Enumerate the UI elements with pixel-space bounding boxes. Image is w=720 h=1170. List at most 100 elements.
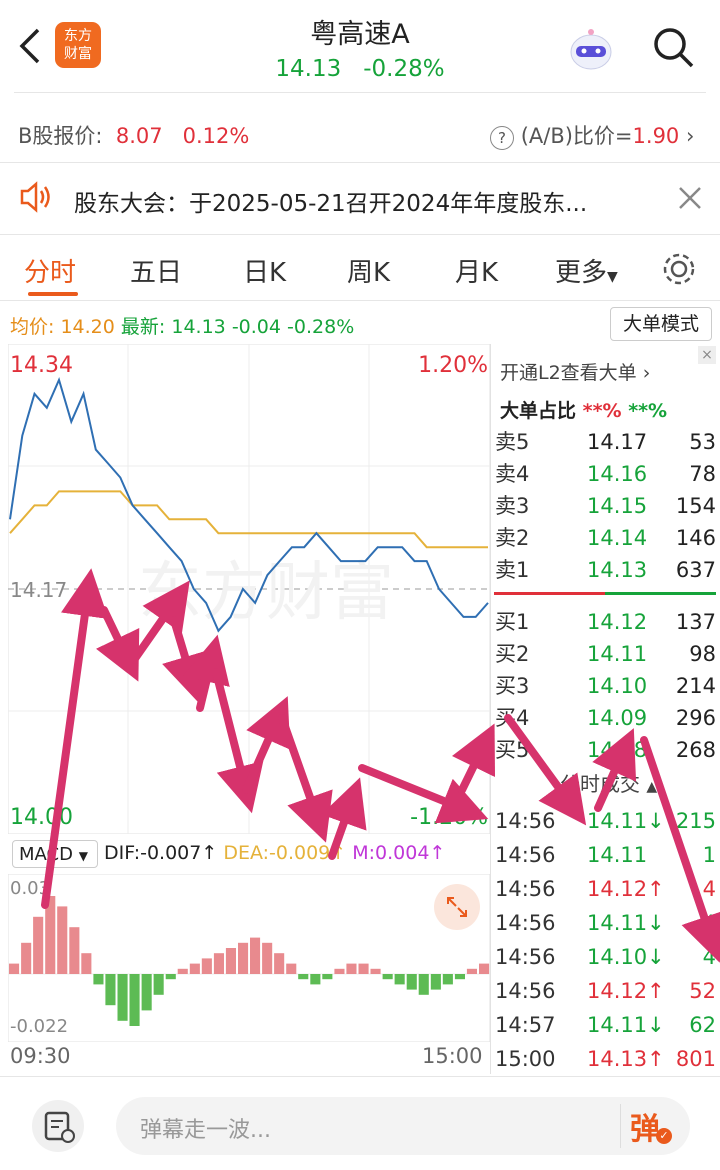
- trade-row: 14:56 14.11 1: [495, 838, 720, 872]
- trade-time: 14:56: [495, 877, 556, 901]
- macd-bar: [250, 937, 261, 974]
- trade-row: 14:56 14.11 ↓ 4: [495, 906, 720, 940]
- trade-price: 14.13: [587, 1047, 648, 1071]
- buy-price: 14.09: [587, 706, 648, 730]
- bshare-row: B股报价: 8.07 0.12%: [18, 120, 249, 150]
- l2-link[interactable]: 开通L2查看大单 ›: [500, 362, 651, 384]
- trade-time: 14:56: [495, 843, 556, 867]
- sell-label: 卖4: [495, 462, 530, 486]
- macd-bar: [117, 974, 128, 1021]
- macd-bar: [33, 916, 44, 974]
- macd-bar: [418, 974, 429, 995]
- sell-volume: 53: [689, 430, 716, 454]
- close-icon[interactable]: [676, 184, 704, 216]
- macd-bar: [153, 974, 164, 995]
- stock-quote: 14.13 -0.28%: [0, 56, 720, 82]
- trade-price: 14.10: [587, 945, 648, 969]
- tab-more[interactable]: 更多▼: [555, 258, 618, 288]
- buy-volume: 268: [675, 738, 716, 762]
- notice-text[interactable]: 股东大会：于2025-05-21召开2024年年度股东...: [74, 191, 588, 217]
- macd-bar: [370, 968, 381, 974]
- sell-label: 卖3: [495, 494, 530, 518]
- macd-bar: [165, 974, 176, 980]
- trade-row: 14:56 14.12 ↑ 4: [495, 872, 720, 906]
- macd-bar: [213, 953, 224, 974]
- sell-row[interactable]: 卖1 14.13 637: [495, 554, 720, 586]
- ratio-info[interactable]: ? (A/B)比价=1.90 ›: [490, 120, 694, 150]
- tab-rik[interactable]: 日K: [243, 258, 287, 288]
- gear-icon[interactable]: [660, 250, 698, 292]
- avg-value: 14.20: [60, 316, 115, 338]
- notes-icon[interactable]: [32, 1100, 84, 1152]
- tab-fenshi[interactable]: 分时: [24, 258, 77, 288]
- sell-row[interactable]: 卖2 14.14 146: [495, 522, 720, 554]
- tab-wuri[interactable]: 五日: [130, 258, 183, 288]
- stock-title: 粤高速A: [310, 19, 410, 50]
- trade-time: 14:56: [495, 979, 556, 1003]
- trade-volume: 801: [675, 1047, 716, 1071]
- buy-row[interactable]: 买2 14.11 98: [495, 638, 720, 670]
- tab-yuek[interactable]: 月K: [455, 258, 499, 288]
- buy-row[interactable]: 买5 14.08 268: [495, 734, 720, 766]
- trade-price: 14.11: [587, 1013, 648, 1037]
- intraday-chart: 东方财富 14.34 1.20% 14.17 14.00 -1.20%: [8, 344, 490, 834]
- time-end-label: 15:00: [422, 1044, 483, 1068]
- trade-volume: 62: [689, 1013, 716, 1037]
- sell-row[interactable]: 卖3 14.15 154: [495, 490, 720, 522]
- buy-row[interactable]: 买4 14.09 296: [495, 702, 720, 734]
- danmu-toggle-button[interactable]: 弹 ✓: [630, 1104, 682, 1148]
- buy-price: 14.11: [587, 642, 648, 666]
- buy-volume: 137: [675, 610, 716, 634]
- macd-bar: [442, 974, 453, 985]
- search-icon[interactable]: [650, 24, 696, 74]
- trade-price: 14.12: [587, 979, 648, 1003]
- buy-row[interactable]: 买1 14.12 137: [495, 606, 720, 638]
- danmu-input[interactable]: [116, 1097, 690, 1155]
- trade-direction-icon: ↓: [647, 809, 665, 833]
- macd-selector[interactable]: MACD ▼: [12, 840, 98, 868]
- watermark: 东方财富: [138, 556, 394, 630]
- trade-time: 14:56: [495, 809, 556, 833]
- macd-bar: [262, 942, 273, 974]
- buy-row[interactable]: 买3 14.10 214: [495, 670, 720, 702]
- time-start-label: 09:30: [10, 1044, 71, 1068]
- trade-time: 15:00: [495, 1047, 556, 1071]
- macd-bar: [298, 974, 309, 980]
- y-min-label: 14.00: [10, 805, 73, 830]
- macd-bar: [334, 968, 345, 974]
- back-icon[interactable]: [14, 26, 44, 70]
- sell-label: 卖2: [495, 526, 530, 550]
- macd-bar: [346, 963, 357, 974]
- macd-bar: [45, 896, 56, 974]
- tab-zhouk[interactable]: 周K: [347, 258, 391, 288]
- trade-direction-icon: ↓: [647, 945, 665, 969]
- robot-assistant-icon[interactable]: [564, 22, 618, 80]
- trade-row: 14:57 14.11 ↓ 62: [495, 1008, 720, 1042]
- caret-down-icon: ▼: [78, 849, 88, 863]
- pct-min-label: -1.20%: [410, 805, 488, 830]
- help-icon[interactable]: ?: [490, 126, 514, 150]
- trade-direction-icon: ↑: [647, 979, 665, 1003]
- sell-volume: 78: [689, 462, 716, 486]
- macd-values: DIF:-0.007↑ DEA:-0.009↑ M:0.004↑: [104, 842, 446, 864]
- big-order-mode-button[interactable]: 大单模式: [610, 307, 712, 341]
- tab-underline: [28, 292, 78, 296]
- macd-bar: [141, 974, 152, 1011]
- sell-row[interactable]: 卖4 14.16 78: [495, 458, 720, 490]
- macd-bar: [201, 958, 212, 974]
- macd-bar: [466, 968, 477, 974]
- macd-bottom-label: -0.022: [10, 1016, 68, 1037]
- l2-close-icon[interactable]: ×: [698, 346, 716, 364]
- sell-price: 14.17: [587, 430, 648, 454]
- trade-price: 14.12: [587, 877, 648, 901]
- trade-row: 14:56 14.10 ↓ 4: [495, 940, 720, 974]
- trades-header[interactable]: 分时成交 ▲: [560, 772, 658, 796]
- expand-icon[interactable]: [434, 884, 480, 930]
- macd-bar: [310, 974, 321, 985]
- macd-bar: [57, 906, 68, 974]
- trade-direction-icon: ↓: [647, 1013, 665, 1037]
- pct-max-label: 1.20%: [418, 353, 488, 378]
- macd-bar: [81, 953, 92, 974]
- sell-label: 卖5: [495, 430, 530, 454]
- sell-row[interactable]: 卖5 14.17 53: [495, 426, 720, 458]
